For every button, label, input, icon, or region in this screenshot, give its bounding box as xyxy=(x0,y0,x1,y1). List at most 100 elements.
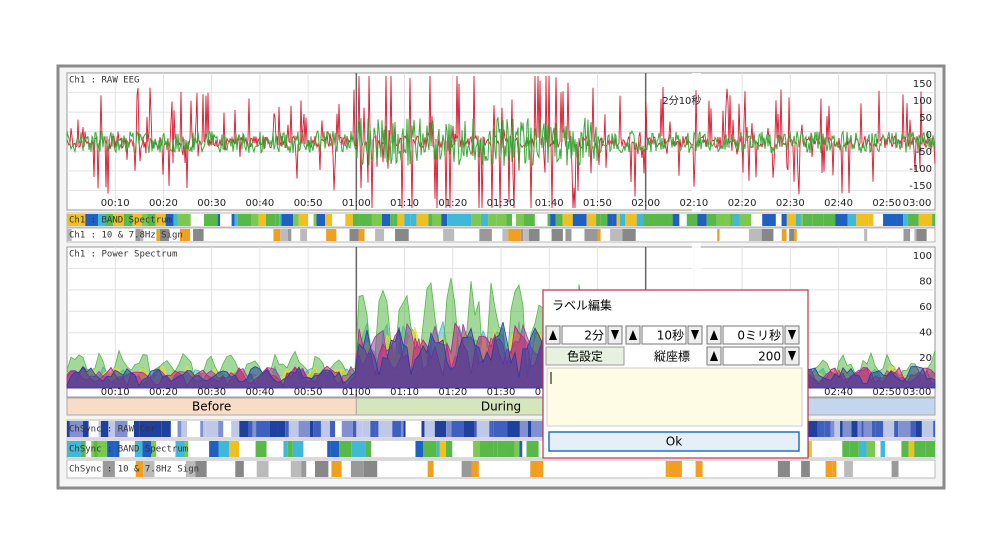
time-tick-label: 00:50 xyxy=(294,198,323,209)
strip-cell xyxy=(79,214,86,226)
spin-field[interactable] xyxy=(722,346,784,366)
strip-cell xyxy=(181,421,188,437)
strip-cell xyxy=(480,214,489,226)
strip-cell xyxy=(97,441,108,457)
strip-cell xyxy=(851,421,858,437)
vertical-label: 縦座標 xyxy=(654,350,690,364)
strip-cell xyxy=(356,421,363,437)
strip-cell xyxy=(871,421,876,437)
strip-cell xyxy=(370,421,376,437)
strip-cell xyxy=(339,441,352,457)
strip-cell xyxy=(107,441,115,457)
strip-cell xyxy=(802,214,813,226)
strip-cell xyxy=(177,214,191,226)
strip-cell xyxy=(840,421,843,437)
strip-cell xyxy=(403,421,406,437)
strip-cell xyxy=(184,441,189,457)
time-marker-label: 2分10秒 xyxy=(662,94,701,107)
color-button[interactable] xyxy=(545,346,625,366)
strip-cell xyxy=(830,421,835,437)
strip-cell xyxy=(93,441,98,457)
strip-cell xyxy=(134,441,137,457)
strip-cell xyxy=(69,421,83,437)
strip-cell xyxy=(891,461,899,477)
strip-cell xyxy=(842,441,850,457)
strip-cell xyxy=(446,441,453,457)
strip-cell xyxy=(298,214,309,226)
strip-cell xyxy=(916,229,927,241)
strip-cell xyxy=(695,461,703,477)
strip-cell xyxy=(365,441,372,457)
strip-cell xyxy=(835,214,848,226)
eeg-red xyxy=(66,75,936,209)
strip-cell xyxy=(427,461,434,477)
strip-cell xyxy=(175,441,185,457)
strip-cell xyxy=(903,229,911,241)
strip-cell xyxy=(816,214,824,226)
strip-cell xyxy=(529,229,540,241)
spin-field[interactable] xyxy=(722,325,784,345)
strip-cell xyxy=(858,441,867,457)
strip-cell xyxy=(898,421,911,437)
down-arrow xyxy=(611,330,619,340)
strip-cell xyxy=(390,214,394,226)
strip-cell xyxy=(914,229,917,241)
strip-cell xyxy=(239,421,249,437)
strip-cell xyxy=(866,441,876,457)
strip-cell xyxy=(67,441,81,457)
text-area[interactable] xyxy=(546,367,803,427)
strip-cell xyxy=(142,441,152,457)
ok-label[interactable]: Ok xyxy=(666,435,682,449)
strip-cell xyxy=(520,229,524,241)
strip-cell xyxy=(451,421,464,437)
strip-cell xyxy=(159,229,169,241)
segment-label[interactable]: During xyxy=(481,400,521,414)
strip-cell xyxy=(313,214,317,226)
strip-cell xyxy=(643,214,649,226)
strip-cell xyxy=(139,421,149,437)
strip-cell xyxy=(732,214,740,226)
strip-cell xyxy=(155,214,166,226)
strip-cell xyxy=(921,421,934,437)
strip-cell xyxy=(316,214,326,226)
y-tick-label: -50 xyxy=(916,147,932,158)
strip-cell xyxy=(777,461,790,477)
strip-cell xyxy=(933,421,935,437)
strip-cell xyxy=(844,461,853,477)
strip-cell xyxy=(91,441,94,457)
strip-cell xyxy=(474,421,477,437)
strip-cell xyxy=(519,421,528,437)
strip-cell xyxy=(102,461,115,477)
time-tick-label: 02:50 xyxy=(872,198,901,209)
strip-cell xyxy=(423,441,437,457)
time-tick-label: 00:50 xyxy=(294,387,323,398)
strip-cell xyxy=(471,461,479,477)
strip-cell xyxy=(330,441,340,457)
strip-cell xyxy=(584,229,598,241)
strip-cell xyxy=(514,441,520,457)
strip-cell xyxy=(256,461,269,477)
strip-cell xyxy=(252,421,257,437)
ok-button[interactable] xyxy=(548,431,800,452)
down-arrow xyxy=(788,330,796,340)
strip-bg xyxy=(66,459,936,479)
strip-cell xyxy=(648,214,660,226)
strip-cell xyxy=(148,421,162,437)
spin-field[interactable] xyxy=(641,325,687,345)
spin-field[interactable] xyxy=(561,325,607,345)
strip-cell xyxy=(218,421,224,437)
segment-label[interactable]: Before xyxy=(192,400,231,414)
strip-cell xyxy=(415,441,424,457)
strip-cell xyxy=(114,441,120,457)
strip-cell xyxy=(143,461,155,477)
y-tick-label: 20 xyxy=(919,353,932,364)
strip-cell xyxy=(502,229,506,241)
strip-cell xyxy=(907,214,919,226)
strip-cell xyxy=(550,214,556,226)
strip-cell xyxy=(493,421,508,437)
strip-cell xyxy=(82,421,89,437)
y-tick-label: 80 xyxy=(919,277,932,288)
strip-cell xyxy=(794,229,797,241)
strip-cell xyxy=(193,229,197,241)
